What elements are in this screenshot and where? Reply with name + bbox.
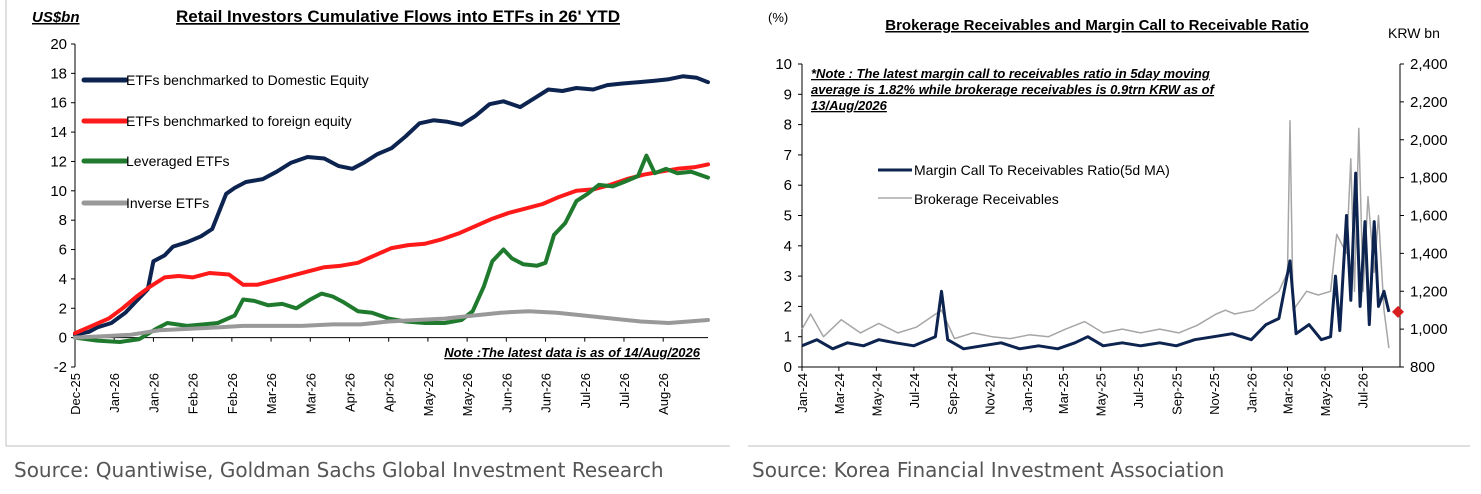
left-chart-y-tick-label: 18 — [50, 65, 67, 82]
left-chart-y-tick-label: 0 — [59, 330, 67, 347]
right-chart-right-tick-label: 800 — [1410, 359, 1435, 376]
right-chart-right-tick-label: 1,400 — [1410, 245, 1448, 262]
left-legend-label-leveraged-etfs: Leveraged ETFs — [126, 153, 230, 169]
right-chart-x-tick-label: Sep-25 — [1169, 373, 1184, 415]
right-series-line-margin-call-to-receivables-ratio-5d-ma — [801, 171, 1391, 351]
right-chart-x-tick-label: Jul-24 — [907, 373, 922, 408]
latest-value-marker-icon — [1392, 305, 1404, 318]
right-chart-note-line: average is 1.82% while brokerage receiva… — [811, 82, 1216, 97]
right-chart-right-tick-label: 1,200 — [1410, 283, 1448, 300]
left-source-text: Source: Quantiwise, Goldman Sachs Global… — [14, 458, 664, 482]
left-chart-x-tick-label: Mar-26 — [264, 373, 279, 414]
right-chart-left-tick-label: 6 — [784, 177, 792, 194]
left-chart-y-tick-label: 12 — [50, 153, 67, 170]
right-chart-title: Brokerage Receivables and Margin Call to… — [885, 17, 1309, 34]
right-chart-x-tick-label: Jul-26 — [1356, 373, 1371, 408]
right-chart-x-tick-label: Sep-24 — [945, 373, 960, 415]
right-chart-note-line: 13/Aug/2026 — [811, 98, 888, 113]
left-chart-y-unit: US$bn — [32, 9, 80, 26]
left-chart-x-tick-label: Mar-26 — [303, 373, 318, 414]
right-chart: Brokerage Receivables and Margin Call to… — [768, 10, 1448, 416]
left-series-line-etfs-benchmarked-to-domestic-equity — [73, 74, 710, 337]
right-chart-left-tick-label: 0 — [784, 359, 792, 376]
left-legend-label-etfs-benchmarked-to-foreign-equity: ETFs benchmarked to foreign equity — [126, 113, 352, 129]
right-chart-right-tick-label: 2,000 — [1410, 132, 1448, 149]
left-chart-x-tick-label: Feb-26 — [186, 373, 201, 414]
left-chart-title: Retail Investors Cumulative Flows into E… — [176, 7, 620, 26]
right-chart-right-tick-label: 1,600 — [1410, 208, 1448, 225]
right-chart-left-tick-label: 5 — [784, 208, 792, 225]
left-chart-x-tick-label: Jul-26 — [617, 373, 632, 408]
right-chart-x-tick-label: Jul-25 — [1131, 373, 1146, 408]
left-chart-y-tick-label: 6 — [59, 242, 67, 259]
right-chart-left-tick-label: 8 — [784, 117, 792, 134]
right-chart-x-tick-label: Mar-24 — [832, 373, 847, 414]
left-chart-y-tick-label: 16 — [50, 95, 67, 112]
right-chart-left-tick-label: 4 — [784, 238, 792, 255]
left-chart-y-tick-label: 2 — [59, 300, 67, 317]
left-chart-x-tick-label: Dec-25 — [68, 373, 83, 415]
right-chart-x-tick-label: May-25 — [1094, 373, 1109, 416]
right-chart-left-tick-label: 7 — [784, 147, 792, 164]
left-chart-y-tick-label: -2 — [54, 359, 67, 376]
left-chart: Retail Investors Cumulative Flows into E… — [32, 7, 710, 416]
left-chart-x-tick-label: Jul-26 — [578, 373, 593, 408]
left-chart-x-tick-label: May-26 — [421, 373, 436, 416]
left-chart-x-tick-label: Jan-26 — [146, 373, 161, 413]
right-chart-x-tick-label: Mar-25 — [1056, 373, 1071, 414]
left-chart-x-tick-label: May-26 — [460, 373, 475, 416]
left-series-line-leveraged-etfs — [73, 153, 710, 344]
right-source-text: Source: Korea Financial Investment Assoc… — [752, 458, 1225, 482]
left-chart-y-tick-label: 14 — [50, 124, 67, 141]
left-chart-x-tick-label: Apr-26 — [342, 373, 357, 412]
right-series-line-brokerage-receivables — [801, 120, 1390, 349]
right-chart-left-tick-label: 1 — [784, 329, 792, 346]
right-chart-left-tick-label: 2 — [784, 298, 792, 315]
left-chart-x-tick-label: Apr-26 — [382, 373, 397, 412]
right-chart-x-tick-label: Jan-24 — [795, 373, 810, 413]
right-chart-right-tick-label: 2,400 — [1410, 56, 1448, 73]
right-chart-x-tick-label: Jan-25 — [1020, 373, 1035, 413]
right-chart-left-tick-label: 9 — [784, 86, 792, 103]
right-chart-left-axis-label: (%) — [768, 10, 788, 25]
right-chart-right-axis-label: KRW bn — [1388, 25, 1440, 41]
right-chart-x-tick-label: Mar-26 — [1281, 373, 1296, 414]
right-chart-right-tick-label: 1,000 — [1410, 321, 1448, 338]
right-chart-x-tick-label: May-24 — [869, 373, 884, 416]
right-chart-left-tick-label: 3 — [784, 268, 792, 285]
right-chart-x-tick-label: Jan-26 — [1244, 373, 1259, 413]
left-chart-note: Note :The latest data is as of 14/Aug/20… — [444, 345, 701, 360]
right-chart-x-tick-label: Nov-25 — [1207, 373, 1222, 415]
left-chart-y-tick-label: 4 — [59, 271, 67, 288]
left-chart-y-tick-label: 8 — [59, 212, 67, 229]
right-legend-label-margin-call-to-receivables-ratio-5d-ma: Margin Call To Receivables Ratio(5d MA) — [914, 162, 1170, 178]
left-chart-x-tick-label: Feb-26 — [225, 373, 240, 414]
right-chart-note-line: *Note : The latest margin call to receiv… — [811, 66, 1210, 81]
right-chart-x-tick-label: May-26 — [1318, 373, 1333, 416]
left-legend-label-etfs-benchmarked-to-domestic-equity: ETFs benchmarked to Domestic Equity — [126, 72, 369, 88]
left-legend-label-inverse-etfs: Inverse ETFs — [126, 195, 209, 211]
left-chart-x-tick-label: Jun-26 — [499, 373, 514, 413]
right-chart-left-tick-label: 10 — [775, 56, 792, 73]
left-chart-y-tick-label: 10 — [50, 183, 67, 200]
left-chart-y-tick-label: 20 — [50, 36, 67, 53]
left-chart-x-tick-label: Aug-26 — [656, 373, 671, 415]
right-chart-note: *Note : The latest margin call to receiv… — [811, 66, 1216, 113]
right-chart-x-tick-label: Nov-24 — [982, 373, 997, 415]
left-chart-x-tick-label: Jun-26 — [539, 373, 554, 413]
right-legend-label-brokerage-receivables: Brokerage Receivables — [914, 191, 1059, 207]
right-chart-right-tick-label: 2,200 — [1410, 94, 1448, 111]
left-series-line-inverse-etfs — [73, 309, 710, 340]
right-chart-right-tick-label: 1,800 — [1410, 170, 1448, 187]
left-chart-x-tick-label: Jan-26 — [107, 373, 122, 413]
